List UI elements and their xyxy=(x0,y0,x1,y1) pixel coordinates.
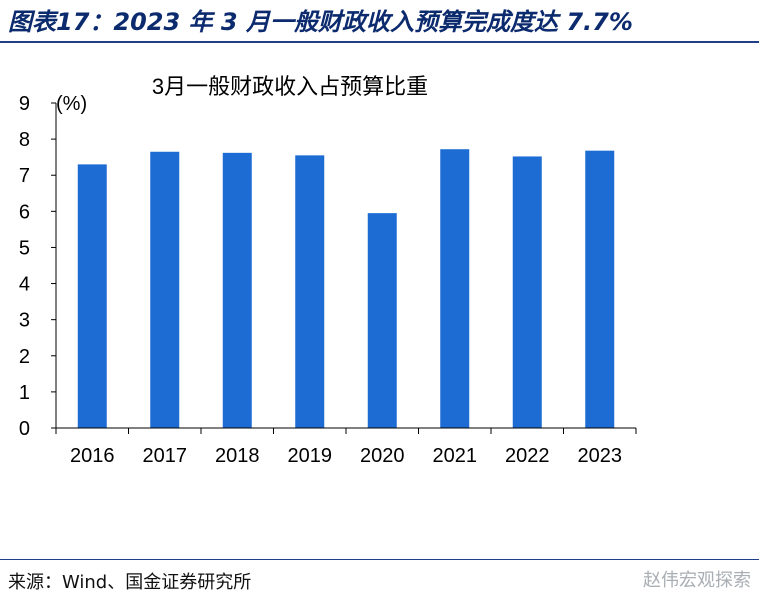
bar-2016 xyxy=(77,164,107,428)
figure-title: 图表17：2023 年 3 月一般财政收入预算完成度达 7.7% xyxy=(8,8,633,36)
y-tick-label: 6 xyxy=(19,201,30,223)
footer-rule xyxy=(0,559,759,560)
x-tick-label: 2022 xyxy=(505,445,550,467)
bar-2020 xyxy=(367,213,397,428)
x-tick-label: 2017 xyxy=(143,445,188,467)
y-tick-label: 7 xyxy=(19,165,30,187)
x-tick-label: 2019 xyxy=(288,445,333,467)
source-note: 来源：Wind、国金证券研究所 xyxy=(8,572,252,593)
y-tick-label: 9 xyxy=(19,93,30,115)
y-tick-label: 5 xyxy=(19,237,30,259)
x-tick-label: 2020 xyxy=(360,445,405,467)
y-tick-label: 4 xyxy=(19,274,30,296)
y-tick-label: 8 xyxy=(19,129,30,151)
watermark: 赵伟宏观探索 xyxy=(643,570,751,591)
bar-2017 xyxy=(150,151,180,428)
x-tick-label: 2023 xyxy=(578,445,623,467)
y-tick-label: 3 xyxy=(19,310,30,332)
x-tick-label: 2016 xyxy=(70,445,115,467)
chart-title: 3月一般财政收入占预算比重 xyxy=(152,74,428,99)
title-rule xyxy=(0,41,759,43)
y-axis: 0 1 2 3 4 5 6 7 8 9 xyxy=(19,93,57,440)
bar-2019 xyxy=(295,155,325,428)
y-tick-label: 1 xyxy=(19,382,30,404)
bar-2018 xyxy=(222,152,252,429)
y-tick-label: 2 xyxy=(19,346,30,368)
bar-series xyxy=(77,149,615,429)
x-axis: 2016 2017 2018 2019 2020 2021 2022 2023 xyxy=(55,427,637,467)
x-tick-label: 2018 xyxy=(215,445,260,467)
bar-2022 xyxy=(512,156,542,428)
y-unit-label: (%) xyxy=(56,93,87,115)
y-tick-label: 0 xyxy=(19,418,30,440)
x-tick-label: 2021 xyxy=(433,445,478,467)
bar-2023 xyxy=(585,150,615,428)
bar-2021 xyxy=(440,149,470,428)
